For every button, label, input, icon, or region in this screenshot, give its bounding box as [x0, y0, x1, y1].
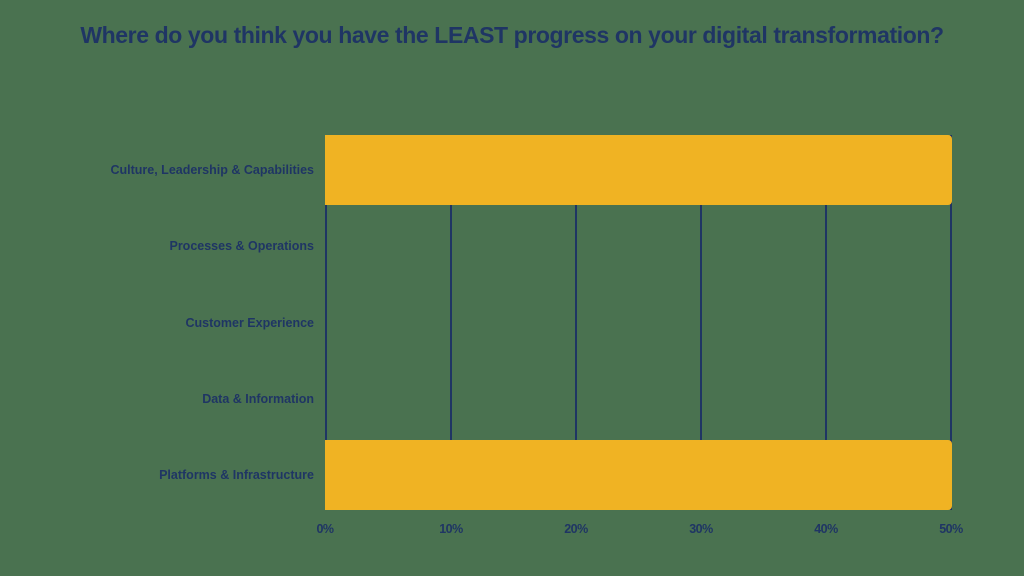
gridline-50	[950, 135, 952, 510]
category-label: Customer Experience	[185, 316, 314, 330]
gridline-20	[575, 135, 577, 510]
gridline-10	[450, 135, 452, 510]
plot-area	[325, 135, 952, 510]
x-tick-label: 50%	[939, 522, 963, 536]
gridline-0	[325, 135, 327, 510]
x-tick-label: 0%	[316, 522, 334, 536]
category-label: Culture, Leadership & Capabilities	[110, 163, 314, 177]
x-tick-label: 20%	[564, 522, 588, 536]
category-label: Platforms & Infrastructure	[159, 468, 314, 482]
x-tick-label: 40%	[814, 522, 838, 536]
x-tick-label: 10%	[439, 522, 463, 536]
category-label: Data & Information	[202, 392, 314, 406]
x-tick-label: 30%	[689, 522, 713, 536]
gridline-30	[700, 135, 702, 510]
bar-culture-leadership-capabilities	[325, 135, 952, 205]
chart-title: Where do you think you have the LEAST pr…	[80, 22, 944, 48]
category-label: Processes & Operations	[169, 239, 314, 253]
gridline-40	[825, 135, 827, 510]
bar-platforms-infrastructure	[325, 440, 952, 510]
